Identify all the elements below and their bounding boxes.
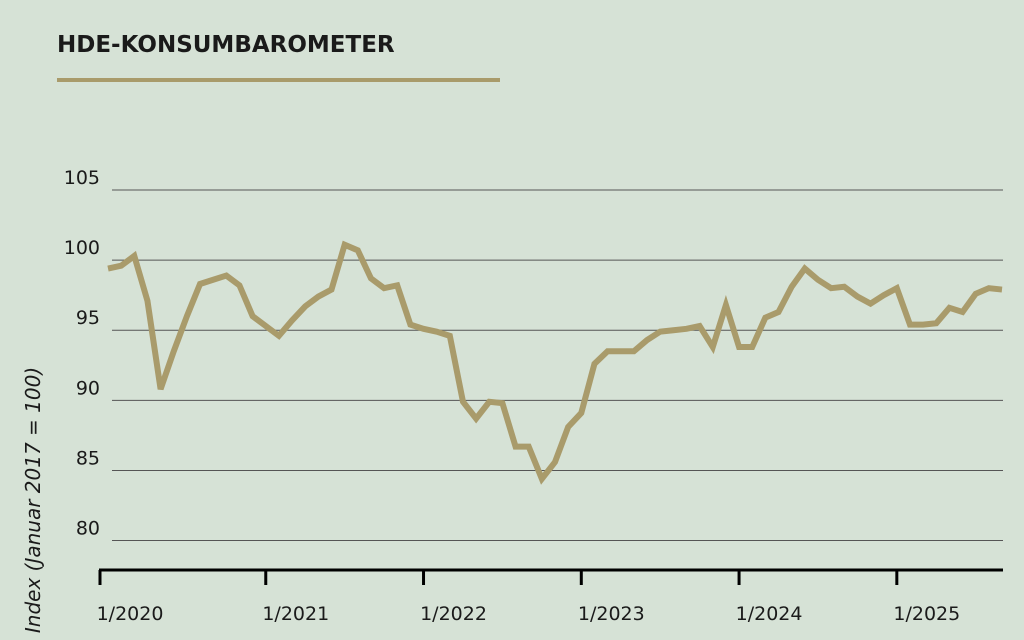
y-axis-label: Index (Januar 2017 = 100)	[21, 367, 45, 633]
y-tick-label: 105	[64, 167, 100, 189]
x-tick-label: 1/2022	[420, 603, 487, 625]
x-tick-label: 1/2024	[736, 603, 803, 625]
x-tick-label: 1/2023	[578, 603, 645, 625]
x-tick-label: 1/2025	[893, 603, 960, 625]
y-tick-label: 90	[76, 377, 100, 399]
y-tick-label: 85	[76, 447, 100, 469]
y-tick-label: 100	[64, 237, 100, 259]
x-tick-label: 1/2021	[262, 603, 329, 625]
data-line	[107, 240, 1003, 485]
x-tick-label: 1/2020	[97, 603, 164, 625]
y-tick-label: 95	[76, 307, 100, 329]
chart-title: HDE-KONSUMBAROMETER	[57, 32, 395, 58]
y-tick-label: 80	[76, 518, 100, 540]
